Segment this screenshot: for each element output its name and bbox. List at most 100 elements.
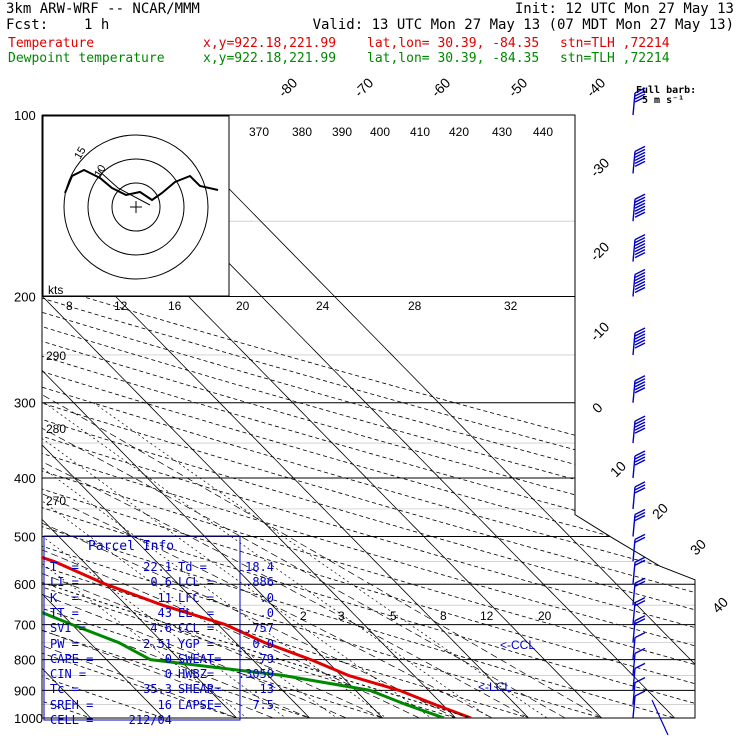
parcel-param-value: 4.6 (150, 621, 172, 636)
isotherm-label--30: -30 (587, 154, 613, 180)
wind-barb-shaft (632, 602, 636, 625)
wind-barb-flag (634, 236, 646, 244)
hodograph-ring-3 (63, 134, 209, 280)
isotherm-10 (42, 115, 383, 718)
parcel-param-name: LI = (50, 575, 79, 590)
pressure-label-600: 600 (14, 577, 36, 592)
mixing-ratio-bottom-8: 8 (440, 609, 447, 623)
wind-barb-flag (634, 233, 646, 241)
wind-barb-flag (634, 239, 646, 247)
hodograph-trace (64, 168, 219, 202)
parcel-param-value: 43 (157, 605, 172, 620)
wind-barb (632, 450, 646, 479)
wind-barb-flag (634, 202, 646, 209)
isotherm-label--20: -20 (587, 238, 613, 264)
pressure-label-900: 900 (14, 683, 36, 698)
dewpoint-xy: x,y=922.18,221.99 (203, 51, 337, 66)
isotherm--20 (42, 115, 164, 718)
parcel-param-value: 2.51 (143, 636, 172, 651)
pressure-label-400: 400 (14, 471, 36, 486)
wind-barb-flag (634, 481, 646, 488)
mixing-ratio-top-28: 28 (408, 299, 422, 313)
wind-barb-flag (634, 205, 646, 212)
wind-barb-flag (634, 283, 646, 291)
wind-barb-shaft (632, 421, 636, 444)
wind-barb-shaft (632, 514, 636, 537)
mixing-ratio-line-2 (42, 402, 248, 718)
moist-adiabat--5 (42, 296, 274, 718)
hodograph-trace (97, 169, 151, 206)
wind-barb (632, 533, 646, 562)
isotherm-label--40: -40 (583, 74, 609, 100)
isotherm-label-40: 40 (709, 594, 731, 616)
wind-barb-flag (634, 196, 646, 203)
pressure-label-500: 500 (14, 529, 36, 544)
dry-adiabat-40 (42, 115, 602, 718)
wind-barb-flag (634, 427, 646, 434)
parcel-param-name: SREH = (50, 697, 94, 712)
temperature-station: stn=TLH ,72214 (560, 36, 670, 51)
isotherm-label-20: 20 (649, 500, 671, 522)
mixing-ratio-bottom-3: 3 (338, 609, 345, 623)
wind-barb-flag (634, 286, 646, 294)
mixing-ratio-top-12: 12 (114, 299, 128, 313)
wind-barb-flag (634, 533, 646, 541)
parcel-param-name: T = (50, 560, 79, 574)
wind-barb-flag (634, 248, 646, 256)
plot-border (41, 114, 696, 719)
hodograph-kts-label: kts (48, 283, 63, 297)
parcel-param-name: CIN = (50, 667, 87, 682)
dry-adiabat-120 (42, 115, 695, 718)
wind-barb-flag (634, 280, 646, 288)
hodograph-ring-2 (87, 158, 185, 256)
theta-label-270: 270 (46, 494, 66, 508)
surface-barb (651, 699, 669, 736)
wind-barb (632, 662, 646, 691)
isotherm-20 (42, 115, 456, 718)
wind-barb (632, 615, 646, 643)
wind-barb-flag (634, 160, 646, 168)
mixing-ratio-line-3 (42, 402, 286, 718)
parcel-info-box (43, 535, 241, 721)
wind-barb-flag (634, 277, 646, 285)
mixing-ratio-bottom-12: 12 (480, 609, 494, 623)
parcel-info-title: Parcel Info (88, 539, 175, 554)
wind-barb-flag (634, 336, 646, 343)
parcel-param-name: K = (50, 590, 79, 605)
isotherm-label--80: -80 (275, 74, 301, 100)
wind-barb-flag (634, 242, 646, 250)
wind-barb (632, 268, 646, 297)
wind-barb-flag (634, 615, 646, 622)
wind-barb-flag (634, 333, 646, 340)
isotherm-label--10: -10 (587, 318, 613, 344)
pressure-label-700: 700 (14, 618, 36, 633)
theta-label-430: 430 (492, 125, 512, 139)
wind-barb (632, 481, 646, 509)
parcel-param-name: SVI = (50, 621, 87, 636)
wind-barb-flag (634, 487, 646, 494)
isotherm-label--50: -50 (505, 74, 531, 100)
wind-barb-flag (634, 271, 646, 279)
dry-adiabat-180 (42, 115, 695, 718)
wind-barb-flag (634, 199, 646, 206)
wind-barb-flag (634, 415, 646, 422)
wind-barb-shaft (632, 653, 636, 676)
parcel-param-name: CELL = (50, 713, 94, 727)
dry-adiabat-160 (42, 115, 695, 718)
pressure-label-800: 800 (14, 653, 36, 668)
wind-barb (632, 596, 646, 625)
wind-barb-flag (634, 676, 646, 684)
hodograph-ring-label: 10 (92, 163, 109, 180)
wind-barb-shaft (632, 151, 636, 174)
parcel-param-value: 0 (164, 651, 172, 666)
wind-barb (632, 327, 646, 356)
parcel-param-name: CCL = (178, 621, 215, 636)
wind-barb-shaft (632, 695, 636, 719)
wind-barb-flag (634, 599, 646, 607)
pressure-label-300: 300 (14, 396, 36, 411)
wind-barb-shaft (632, 332, 636, 356)
mixing-ratio-bottom-20: 20 (538, 609, 552, 623)
dry-adiabat--10 (42, 115, 237, 718)
wind-barb-flag (634, 456, 646, 463)
wind-barb-flag (634, 245, 646, 253)
